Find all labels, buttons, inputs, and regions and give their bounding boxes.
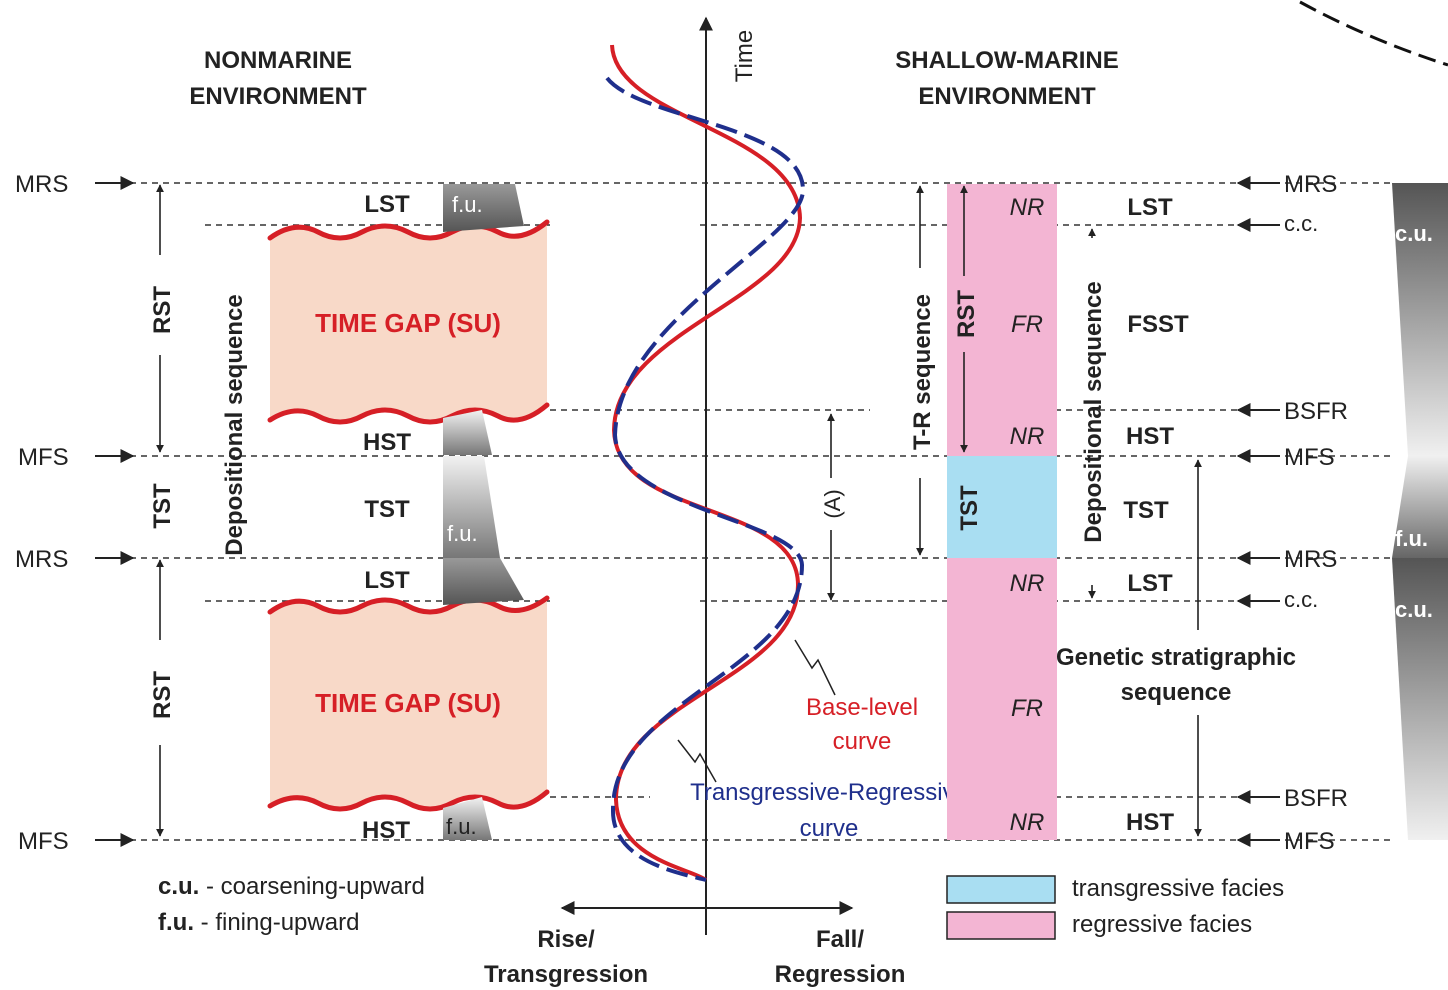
genetic-sequence-line2: sequence: [1121, 679, 1232, 706]
legend-regressive-label: regressive facies: [1072, 911, 1252, 938]
base-level-pointer: [794, 639, 836, 696]
fu-shape-top: [443, 184, 524, 232]
facies-nr-4: NR: [1010, 809, 1045, 836]
left-marker-mfs-upper: MFS: [18, 444, 69, 471]
legend-fu: f.u. - fining-upward: [158, 909, 359, 936]
right-marker-cc-lower: c.c.: [1284, 587, 1318, 612]
wavy-unconformities: [267, 219, 550, 812]
regressive-facies-column-upper: [947, 184, 1057, 456]
right-marker-mfs-lower: MFS: [1284, 828, 1335, 855]
right-marker-cc-upper: c.c.: [1284, 211, 1318, 236]
time-gap-block-lower: [270, 598, 547, 809]
lst-shape-middle: [443, 558, 524, 605]
legend-regressive-swatch: [946, 911, 1056, 940]
left-hst-lower: HST: [362, 817, 410, 844]
left-depositional-sequence: Depositional sequence: [221, 294, 248, 555]
fu-label-middle: f.u.: [447, 521, 478, 546]
nonmarine-header-line1: NONMARINE: [204, 47, 352, 74]
left-lst-lower: LST: [364, 567, 410, 594]
facies-fr-2: FR: [1011, 695, 1043, 722]
right-marker-arrows: [1236, 176, 1280, 847]
right-fu-label: f.u.: [1395, 526, 1428, 551]
corner-dashed-arc: [1299, 0, 1448, 67]
time-gap-label-upper: TIME GAP (SU): [315, 308, 501, 338]
facies-nr-2: NR: [1010, 423, 1045, 450]
left-rst-upper: RST: [149, 286, 176, 334]
right-marker-mrs-middle: MRS: [1284, 546, 1337, 573]
fu-label-top: f.u.: [452, 192, 483, 217]
right-fu-shape: [1392, 456, 1448, 558]
left-marker-mfs-bottom: MFS: [18, 828, 69, 855]
right-cu-label-lower: c.u.: [1395, 597, 1433, 622]
right-marker-bsfr-upper: BSFR: [1284, 398, 1348, 425]
legend-cu: c.u. - coarsening-upward: [158, 873, 425, 900]
a-bracket-label: (A): [820, 489, 845, 518]
left-lst-upper: LST: [364, 191, 410, 218]
genetic-sequence-line1: Genetic stratigraphic: [1056, 644, 1296, 671]
marine-header-line1: SHALLOW-MARINE: [895, 47, 1119, 74]
time-gap-block-upper: [270, 222, 547, 422]
tr-curve-pointer: [677, 739, 717, 783]
fall-label-line1: Fall/: [816, 926, 864, 953]
time-gap-label-lower: TIME GAP (SU): [315, 688, 501, 718]
left-marker-mrs-middle: MRS: [15, 546, 68, 573]
legend-transgressive-swatch: [946, 875, 1056, 904]
hst-shape-upper: [443, 410, 492, 455]
transgressive-regressive-curve: [605, 76, 806, 882]
left-rst-lower: RST: [149, 671, 176, 719]
rise-label-line1: Rise/: [537, 926, 595, 953]
marine-tst-tract: TST: [1123, 497, 1169, 524]
right-cu-label-upper: c.u.: [1395, 221, 1433, 246]
marine-depositional-sequence-label: Depositional sequence: [1080, 281, 1107, 542]
base-level-label-line1: Base-level: [806, 694, 918, 721]
right-cu-shape-lower: [1392, 558, 1448, 840]
tr-sequence-label: T-R sequence: [909, 294, 936, 450]
fu-label-bottom: f.u.: [446, 814, 477, 839]
left-tst-inner: TST: [364, 496, 410, 523]
marine-hst-upper: HST: [1126, 423, 1174, 450]
tr-curve-label-line2: curve: [800, 815, 859, 842]
facies-fr-1: FR: [1011, 311, 1043, 338]
marine-tst-label: TST: [956, 485, 983, 531]
transgressive-facies-column: [947, 456, 1057, 558]
regressive-facies-column-lower: [947, 558, 1057, 840]
legend-transgressive-label: transgressive facies: [1072, 875, 1284, 902]
right-marker-bsfr-lower: BSFR: [1284, 785, 1348, 812]
facies-nr-3: NR: [1010, 570, 1045, 597]
left-marker-mrs-top: MRS: [15, 171, 68, 198]
left-tst: TST: [149, 483, 176, 529]
right-marker-mrs-top: MRS: [1284, 171, 1337, 198]
marine-rst-label: RST: [953, 290, 980, 338]
base-level-label-line2: curve: [833, 728, 892, 755]
marine-lst-upper: LST: [1127, 194, 1173, 221]
fall-label-line2: Regression: [775, 961, 906, 988]
rise-label-line2: Transgression: [484, 961, 648, 988]
marine-lst-lower: LST: [1127, 570, 1173, 597]
marine-fsst: FSST: [1127, 311, 1189, 338]
left-hst-upper: HST: [363, 429, 411, 456]
facies-nr-1: NR: [1010, 194, 1045, 221]
nonmarine-header-line2: ENVIRONMENT: [189, 83, 367, 110]
time-axis-label: Time: [731, 30, 758, 82]
right-cu-shape-upper: [1392, 183, 1448, 456]
right-marker-mfs-upper: MFS: [1284, 444, 1335, 471]
fu-shape-bottom: [443, 797, 492, 840]
marine-hst-lower: HST: [1126, 809, 1174, 836]
marine-header-line2: ENVIRONMENT: [918, 83, 1096, 110]
tr-curve-label-line1: Transgressive-Regressive: [690, 779, 968, 806]
fu-shape-middle: [443, 456, 500, 558]
left-marker-arrows: [95, 176, 135, 847]
